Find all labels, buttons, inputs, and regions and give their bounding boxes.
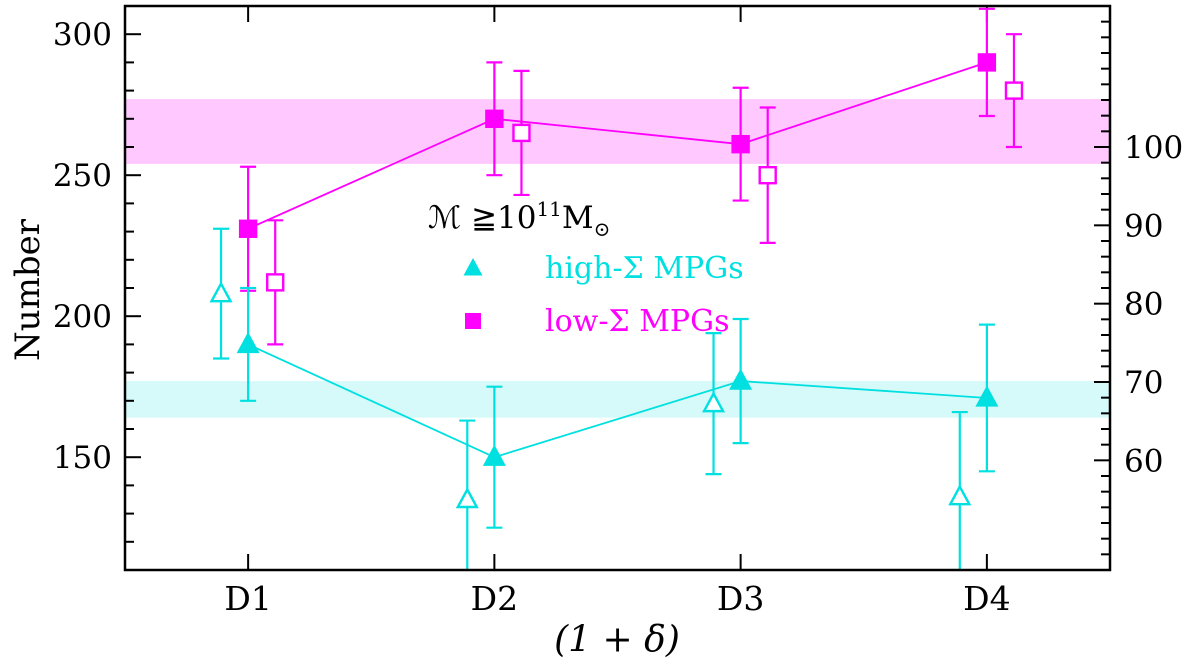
mass-threshold-part: M [562, 200, 594, 236]
plot-frame [123, 4, 1112, 572]
marker-square [977, 53, 997, 72]
y-left-tick-label: 250 [53, 158, 112, 194]
x-tick-label: D1 [224, 579, 271, 618]
mass-threshold-label: ℳ ≧1011M⊙ [428, 197, 610, 241]
marker-square [512, 123, 531, 143]
series-open-square [266, 33, 1024, 346]
x-tick-label: D2 [471, 579, 518, 618]
y-left-tick-label: 300 [53, 17, 112, 53]
legend-marker-square [465, 313, 481, 329]
y-right-tick-label: 60 [1124, 443, 1163, 479]
y-right-tick-label: 90 [1124, 208, 1163, 244]
series-line [247, 343, 987, 459]
x-tick-label: D4 [963, 579, 1010, 618]
marker-square [238, 219, 258, 238]
y-right-tick-label: 100 [1124, 130, 1183, 166]
y-right-tick-label: 80 [1124, 287, 1163, 323]
mass-threshold-part: ⊙ [594, 217, 611, 241]
marker-square [1004, 81, 1024, 100]
legend-marker-triangle [463, 258, 483, 276]
marker-square [758, 165, 777, 185]
mass-threshold-part: ≧10 [461, 200, 536, 236]
legend-label: high-Σ MPGs [545, 251, 744, 286]
y-left-tick-label: 150 [53, 440, 112, 476]
marker-triangle [209, 281, 233, 303]
x-axis-label: (1 + δ) [554, 619, 680, 661]
marker-triangle [729, 368, 753, 390]
mass-threshold-part: 11 [536, 197, 561, 221]
mass-threshold-part: ℳ [428, 200, 461, 236]
y-axis-label: Number [8, 218, 48, 362]
marker-triangle [702, 391, 726, 413]
series-open-triangle [209, 227, 972, 570]
legend-label: low-Σ MPGs [545, 304, 729, 339]
y-left-tick-label: 200 [53, 299, 112, 335]
marker-triangle [236, 331, 260, 354]
series-line [247, 61, 988, 230]
legend: ℳ ≧1011M⊙ high-Σ MPGs low-Σ MPGs [428, 197, 744, 339]
series-filled-square [238, 7, 997, 292]
marker-square [731, 134, 750, 154]
marker-square [485, 109, 504, 129]
axis-ticks [125, 6, 1110, 570]
axis-tick-labels: 150 200 250 300 60 70 80 90 100 D1 D2 D3 D4 [53, 17, 1183, 618]
marker-square [266, 273, 285, 292]
marker-triangle [455, 486, 479, 509]
marker-triangle [948, 484, 972, 506]
marker-triangle [975, 385, 999, 407]
y-right-tick-label: 70 [1124, 365, 1163, 401]
x-tick-label: D3 [717, 579, 764, 618]
series-filled-triangle [236, 286, 999, 529]
marker-triangle [482, 444, 506, 466]
high-sigma-mean-band [125, 381, 1110, 418]
